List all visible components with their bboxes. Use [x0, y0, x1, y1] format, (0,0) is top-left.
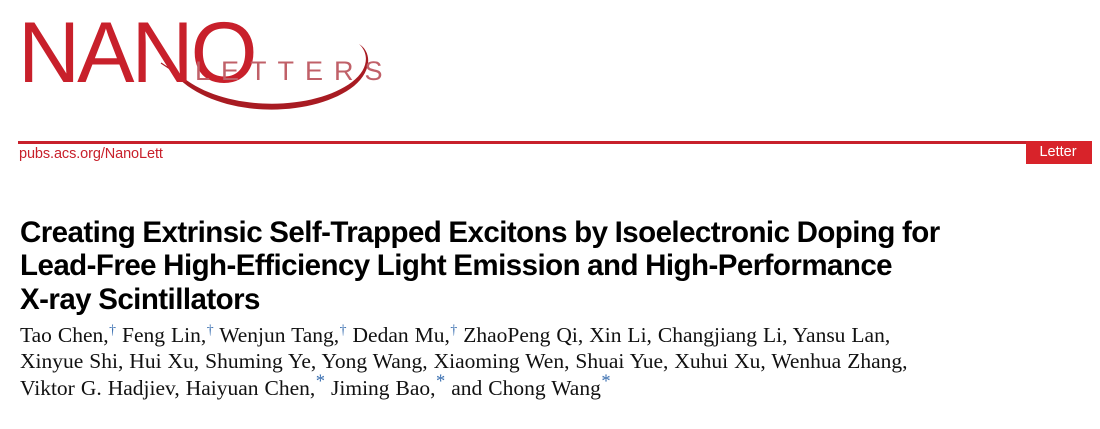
- logo-primary-word: NANO: [18, 8, 254, 101]
- header-divider-rule: [18, 141, 1026, 144]
- nano-letters-logo[interactable]: NANO LETTERS: [14, 8, 394, 118]
- article-title-line: Lead-Free High-Efficiency Light Emission…: [20, 249, 893, 283]
- author-names: ZhaoPeng Qi, Xin Li, Changjiang Li, Yans…: [457, 323, 891, 347]
- author-names: Jiming Bao,: [325, 375, 436, 400]
- logo-secondary-word: LETTERS: [195, 56, 394, 86]
- author-names: Viktor G. Hadjiev, Haiyuan Chen,: [20, 375, 316, 400]
- author-names: Wenjun Tang,: [213, 323, 340, 347]
- author-line: Tao Chen,† Feng Lin,† Wenjun Tang,† Deda…: [20, 322, 1082, 348]
- affiliation-dagger-marker: †: [339, 321, 347, 337]
- affiliation-dagger-marker: †: [206, 321, 214, 337]
- corresponding-author-marker: *: [601, 370, 611, 391]
- author-names: Xinyue Shi, Hui Xu, Shuming Ye, Yong Wan…: [20, 349, 908, 374]
- author-list: Tao Chen,† Feng Lin,† Wenjun Tang,† Deda…: [20, 322, 1082, 401]
- header-bar: pubs.acs.org/NanoLett Letter: [0, 132, 1100, 178]
- logo-hairline-icon: [160, 62, 186, 80]
- author-line: Viktor G. Hadjiev, Haiyuan Chen,* Jiming…: [20, 371, 1082, 401]
- journal-masthead: NANO LETTERS: [0, 0, 1100, 132]
- nano-letters-logo-graphic: NANO LETTERS: [18, 8, 394, 110]
- corresponding-author-marker: *: [315, 370, 326, 391]
- article-type-badge: Letter: [1026, 141, 1092, 164]
- author-names: Tao Chen,: [20, 323, 109, 347]
- corresponding-author-marker: *: [436, 370, 446, 391]
- article-title-line: X-ray Scintillators: [20, 282, 260, 316]
- article-title-line: Creating Extrinsic Self-Trapped Excitons…: [20, 215, 940, 249]
- author-names: and Chong Wang: [445, 375, 601, 400]
- author-names: Feng Lin,: [116, 323, 207, 347]
- author-names: Dedan Mu,: [346, 323, 450, 347]
- affiliation-dagger-marker: †: [450, 321, 458, 337]
- author-line: Xinyue Shi, Hui Xu, Shuming Ye, Yong Wan…: [20, 348, 1082, 374]
- journal-url-link[interactable]: pubs.acs.org/NanoLett: [19, 146, 163, 162]
- article-title: Creating Extrinsic Self-Trapped Excitons…: [20, 216, 1080, 317]
- affiliation-dagger-marker: †: [109, 321, 117, 337]
